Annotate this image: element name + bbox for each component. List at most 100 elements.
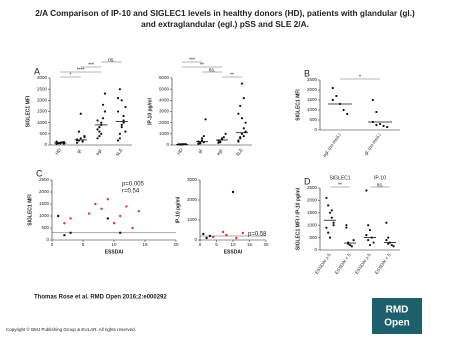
significance: ns. <box>209 67 216 73</box>
y-tick-label: 500 <box>39 131 47 136</box>
point <box>231 190 235 194</box>
x-tick-label: gl. <box>76 147 83 154</box>
y-tick-label: 2500 <box>37 86 48 91</box>
point <box>332 224 335 227</box>
significance: ** <box>230 72 234 78</box>
point <box>375 110 378 114</box>
point <box>63 222 66 225</box>
point <box>242 97 245 100</box>
y-axis-label: IP-10 pg/ml <box>147 98 153 125</box>
x-axis-label: ESSDAI <box>105 249 124 255</box>
point <box>118 137 122 140</box>
x-tick-label: HD <box>54 147 62 156</box>
point <box>325 196 328 200</box>
y-tick-label: 3000 <box>159 109 170 114</box>
y-tick-label: 1000 <box>37 120 48 125</box>
x-tick-label: gl. (no med.) <box>363 132 382 156</box>
y-tick-label: 3000 <box>37 75 48 80</box>
point <box>237 139 240 142</box>
point <box>202 134 205 138</box>
point <box>116 97 120 100</box>
point <box>386 125 389 129</box>
point <box>352 238 355 242</box>
y-tick-label: 0 <box>194 237 197 242</box>
point <box>375 123 378 127</box>
point <box>371 98 374 102</box>
point <box>118 132 122 135</box>
point <box>116 110 120 113</box>
logo-text: Open <box>384 318 410 329</box>
point <box>219 141 222 144</box>
x-tick-label: 0 <box>51 242 54 247</box>
y-tick-label: 1000 <box>159 131 170 136</box>
citation: Thomas Rose et al. RMD Open 2016;2:e0002… <box>34 295 167 301</box>
point <box>69 231 72 234</box>
point <box>240 117 244 120</box>
significance: *** <box>189 57 195 63</box>
point <box>331 98 334 102</box>
point <box>63 234 66 237</box>
point <box>346 112 349 116</box>
point <box>55 140 58 143</box>
point <box>237 112 240 115</box>
y-tick-label: 1500 <box>37 109 48 114</box>
point <box>197 142 200 145</box>
point <box>101 117 105 120</box>
point <box>221 230 225 234</box>
point <box>98 126 101 129</box>
point <box>106 198 110 201</box>
point <box>79 112 82 115</box>
point <box>103 110 107 113</box>
group-label: IP-10 <box>374 175 386 181</box>
y-tick-label: 0 <box>314 127 317 132</box>
point <box>120 126 123 129</box>
point <box>75 141 79 144</box>
point <box>57 214 60 218</box>
x-tick-label: egl. (no med.) <box>322 132 342 158</box>
panel-label: A <box>34 66 40 76</box>
point <box>241 231 245 235</box>
point <box>327 231 330 234</box>
point <box>225 233 228 237</box>
point <box>100 121 103 124</box>
point <box>118 88 122 91</box>
point <box>199 142 202 145</box>
x-tick-label: 20 <box>263 242 269 247</box>
y-tick-label: 2000 <box>307 198 318 203</box>
significance: ** <box>338 182 342 188</box>
y-tick-label: 2000 <box>39 189 50 194</box>
x-tick-label: 10 <box>230 242 236 247</box>
point <box>217 141 220 144</box>
y-tick-label: 1500 <box>307 210 318 215</box>
point <box>69 217 72 220</box>
significance: ns. <box>377 182 384 188</box>
point <box>81 139 84 143</box>
y-tick-label: 0 <box>44 142 47 147</box>
x-tick-label: 5 <box>215 242 218 247</box>
x-tick-label: 0 <box>199 242 202 247</box>
point <box>368 229 372 232</box>
point <box>103 92 107 95</box>
point <box>365 189 368 192</box>
x-tick-label: 20 <box>173 242 179 247</box>
point <box>137 210 140 213</box>
y-tick-label: 0 <box>166 142 169 147</box>
point <box>131 226 134 230</box>
point <box>240 82 244 85</box>
point <box>390 243 393 247</box>
x-tick-label: ESSDAI ≥ 5 <box>354 252 372 275</box>
point <box>331 86 334 90</box>
point <box>124 130 127 133</box>
point <box>387 236 390 239</box>
point <box>244 130 247 133</box>
point <box>96 119 99 122</box>
point <box>98 134 101 138</box>
x-axis-label: ESSDAI <box>224 249 243 255</box>
copyright: Copyright © BMJ Publishing Group & EULAR… <box>6 326 136 332</box>
point <box>77 130 81 133</box>
y-tick-label: 0 <box>314 247 317 252</box>
point <box>120 123 123 126</box>
point <box>348 243 352 247</box>
x-tick-label: ESSDAI < 5 <box>374 252 392 275</box>
